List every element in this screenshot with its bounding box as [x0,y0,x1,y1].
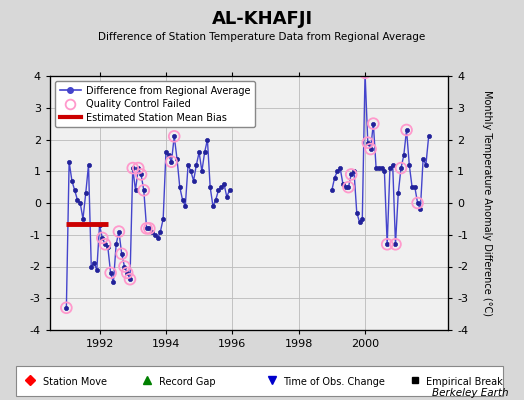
Point [344,184,353,190]
Y-axis label: Monthly Temperature Anomaly Difference (°C): Monthly Temperature Anomaly Difference (… [482,90,492,316]
Point [369,120,378,127]
Point [145,225,154,232]
Point [115,228,123,235]
Point [391,241,400,248]
Text: Record Gap: Record Gap [159,377,216,386]
Point [413,200,422,206]
Point [167,158,176,165]
Point [143,225,151,232]
Text: AL-KHAFJI: AL-KHAFJI [212,10,312,28]
Point [402,127,411,133]
Legend: Difference from Regional Average, Quality Control Failed, Estimated Station Mean: Difference from Regional Average, Qualit… [54,81,255,127]
Point [123,270,132,276]
Point [137,171,145,178]
Point [128,165,137,171]
Point [134,165,143,171]
Point [62,304,71,311]
Point [347,171,355,178]
Point [170,133,178,140]
Text: Berkeley Earth: Berkeley Earth [432,388,508,398]
Point [126,276,134,282]
Point [383,241,391,248]
Point [139,187,148,194]
Point [397,165,405,171]
Point [117,250,126,257]
Text: Time of Obs. Change: Time of Obs. Change [283,377,385,386]
Point [98,235,106,241]
Point [364,140,372,146]
Text: Empirical Break: Empirical Break [426,377,503,386]
Text: Station Move: Station Move [42,377,106,386]
Point [101,241,110,248]
Point [361,70,369,76]
Point [106,270,115,276]
Text: Difference of Station Temperature Data from Regional Average: Difference of Station Temperature Data f… [99,32,425,42]
Point [366,146,375,152]
Point [120,263,128,270]
